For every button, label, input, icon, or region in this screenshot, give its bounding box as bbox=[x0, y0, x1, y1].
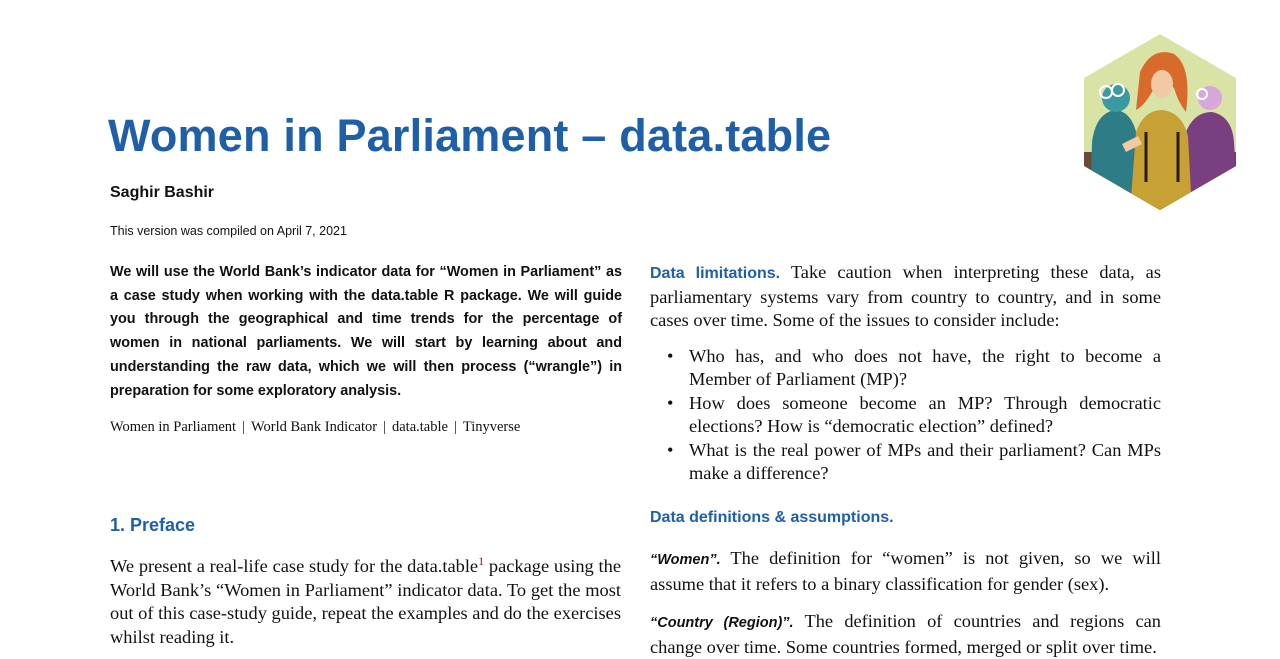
definition-term: “Country (Region)”. bbox=[650, 615, 794, 631]
hex-logo-icon bbox=[1084, 34, 1236, 210]
keywords: Women in Parliament | World Bank Indicator… bbox=[110, 419, 520, 436]
keyword: Women in Parliament bbox=[110, 419, 237, 435]
definition-country: “Country (Region)”. The definition of co… bbox=[650, 610, 1161, 659]
compiled-date: This version was compiled on April 7, 20… bbox=[110, 224, 347, 238]
keyword: World Bank Indicator bbox=[251, 419, 378, 435]
limitations-list: Who has, and who does not have, the righ… bbox=[650, 345, 1161, 485]
limitations-paragraph: Data limitations. Take caution when inte… bbox=[650, 261, 1161, 333]
author-name: Saghir Bashir bbox=[110, 184, 215, 201]
definition-text: The definition for “women” is not given,… bbox=[650, 548, 1161, 594]
limitations-heading: Data limitations. bbox=[650, 265, 781, 282]
section-heading-preface: 1. Preface bbox=[110, 515, 196, 535]
preface-paragraph: We present a real-life case study for th… bbox=[110, 550, 621, 650]
keyword-separator: | bbox=[383, 419, 386, 435]
footnote-link[interactable]: 1 bbox=[478, 554, 485, 568]
limitations-text: Take caution when interpreting these dat… bbox=[650, 262, 1161, 331]
keyword-separator: | bbox=[453, 419, 457, 435]
list-item: What is the real power of MPs and their … bbox=[667, 439, 1161, 486]
abstract: We will use the World Bank’s indicator d… bbox=[110, 264, 622, 399]
list-item: How does someone become an MP? Through d… bbox=[667, 392, 1161, 439]
definition-term: “Women”. bbox=[650, 552, 721, 568]
definition-women: “Women”. The definition for “women” is n… bbox=[650, 547, 1161, 596]
list-item: Who has, and who does not have, the righ… bbox=[667, 345, 1161, 392]
keyword: Tinyverse bbox=[462, 419, 521, 435]
keyword-separator: | bbox=[242, 419, 245, 435]
page-title: Women in Parliament – data.table bbox=[108, 110, 832, 161]
preface-text-start: We present a real-life case study for th… bbox=[110, 556, 479, 577]
definitions-heading: Data definitions & assumptions. bbox=[650, 509, 894, 526]
keyword: data.table bbox=[391, 419, 448, 435]
